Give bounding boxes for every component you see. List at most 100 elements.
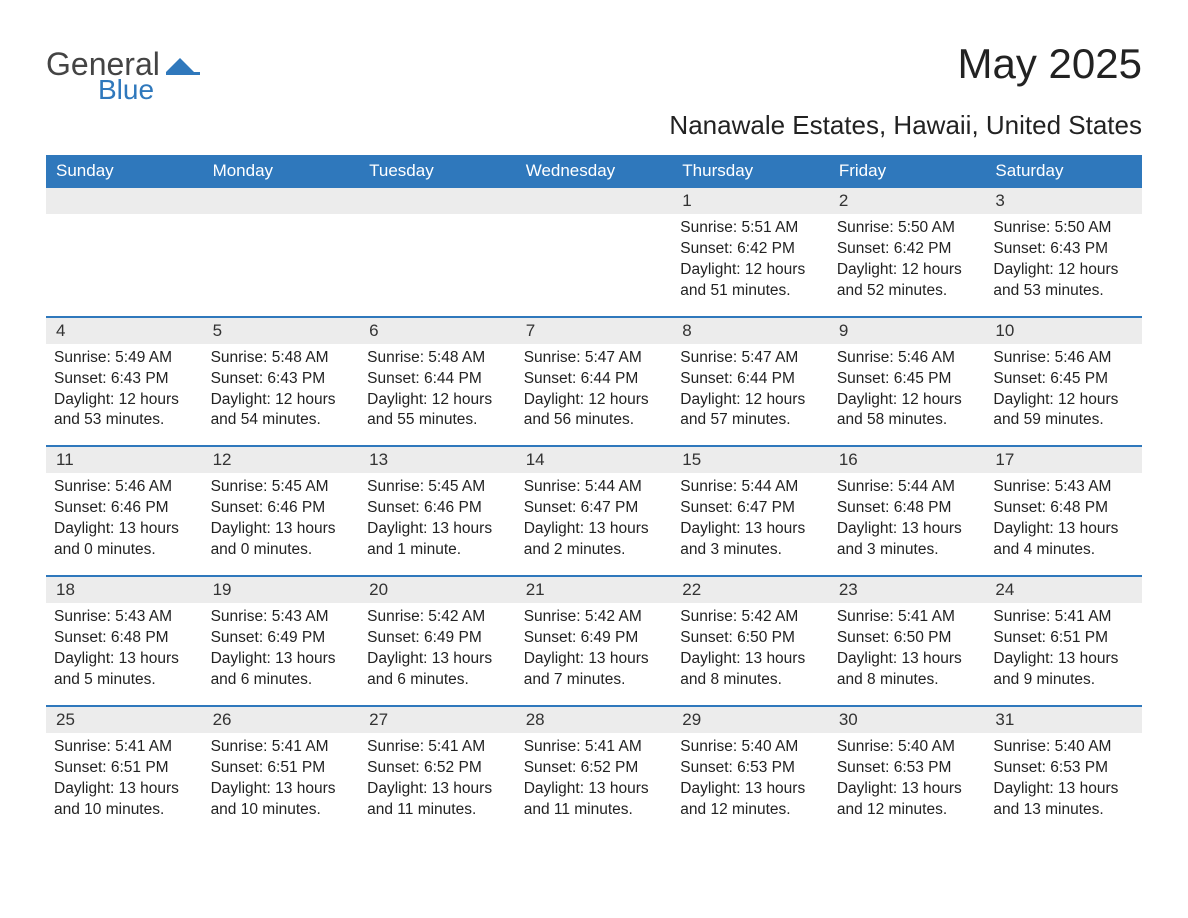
day-number-row: 6 — [359, 318, 516, 344]
day-number: 16 — [831, 450, 858, 469]
day-number: 8 — [674, 321, 691, 340]
daylight-line: Daylight: 13 hours and 6 minutes. — [211, 649, 352, 691]
day-number: 11 — [48, 450, 74, 469]
daylight-line: Daylight: 13 hours and 12 minutes. — [837, 779, 978, 821]
day-number: 15 — [674, 450, 701, 469]
sunset-line: Sunset: 6:42 PM — [680, 239, 821, 260]
daylight-line: Daylight: 12 hours and 52 minutes. — [837, 260, 978, 302]
day-number-row: 17 — [985, 447, 1142, 473]
day-number-row: 24 — [985, 577, 1142, 603]
daylight-line: Daylight: 12 hours and 51 minutes. — [680, 260, 821, 302]
sunset-line: Sunset: 6:51 PM — [993, 628, 1134, 649]
day-number: 1 — [674, 191, 691, 210]
daylight-line: Daylight: 13 hours and 10 minutes. — [211, 779, 352, 821]
sunrise-line: Sunrise: 5:45 AM — [367, 477, 508, 498]
sunrise-line: Sunrise: 5:40 AM — [680, 737, 821, 758]
sunrise-line: Sunrise: 5:41 AM — [367, 737, 508, 758]
sunrise-line: Sunrise: 5:43 AM — [993, 477, 1134, 498]
daylight-line: Daylight: 13 hours and 0 minutes. — [211, 519, 352, 561]
day-info: Sunrise: 5:42 AMSunset: 6:49 PMDaylight:… — [524, 607, 665, 691]
weekday-header-cell: Friday — [829, 155, 986, 188]
daylight-line: Daylight: 13 hours and 13 minutes. — [993, 779, 1134, 821]
day-number-row: 7 — [516, 318, 673, 344]
calendar-cell: 8 Sunrise: 5:47 AMSunset: 6:44 PMDaylight… — [672, 318, 829, 446]
day-number-row: 21 — [516, 577, 673, 603]
day-info: Sunrise: 5:41 AMSunset: 6:51 PMDaylight:… — [993, 607, 1134, 691]
day-number: 5 — [205, 321, 222, 340]
calendar-cell: 19Sunrise: 5:43 AMSunset: 6:49 PMDayligh… — [203, 577, 360, 705]
day-number-row: 25 — [46, 707, 203, 733]
calendar-cell: 24 Sunrise: 5:41 AMSunset: 6:51 PMDayligh… — [985, 577, 1142, 705]
page-title: May 2025 — [958, 40, 1142, 88]
day-info: Sunrise: 5:40 AMSunset: 6:53 PMDaylight:… — [837, 737, 978, 821]
daylight-line: Daylight: 12 hours and 53 minutes. — [54, 390, 195, 432]
daylight-line: Daylight: 13 hours and 12 minutes. — [680, 779, 821, 821]
day-info: Sunrise: 5:48 AMSunset: 6:44 PMDaylight:… — [367, 348, 508, 432]
day-info: Sunrise: 5:41 AMSunset: 6:51 PMDaylight:… — [54, 737, 195, 821]
calendar-cell: 28Sunrise: 5:41 AMSunset: 6:52 PMDayligh… — [516, 707, 673, 835]
sunset-line: Sunset: 6:49 PM — [367, 628, 508, 649]
day-number: 27 — [361, 710, 388, 729]
day-number: 31 — [987, 710, 1014, 729]
calendar-cell: 14Sunrise: 5:44 AMSunset: 6:47 PMDayligh… — [516, 447, 673, 575]
calendar-cell: 23Sunrise: 5:41 AMSunset: 6:50 PMDayligh… — [829, 577, 986, 705]
day-number: 7 — [518, 321, 535, 340]
day-number-row: 23 — [829, 577, 986, 603]
calendar-cell — [359, 188, 516, 316]
daylight-line: Daylight: 12 hours and 54 minutes. — [211, 390, 352, 432]
day-number-row: 3 — [985, 188, 1142, 214]
sunset-line: Sunset: 6:50 PM — [680, 628, 821, 649]
sunrise-line: Sunrise: 5:41 AM — [837, 607, 978, 628]
sunrise-line: Sunrise: 5:41 AM — [211, 737, 352, 758]
sunset-line: Sunset: 6:51 PM — [54, 758, 195, 779]
sunrise-line: Sunrise: 5:45 AM — [211, 477, 352, 498]
day-number-row: 8 — [672, 318, 829, 344]
sunrise-line: Sunrise: 5:40 AM — [837, 737, 978, 758]
calendar-cell: 5Sunrise: 5:48 AMSunset: 6:43 PMDaylight… — [203, 318, 360, 446]
calendar-week: 11 Sunrise: 5:46 AM Sunset: 6:46 PM Dayligh… — [46, 445, 1142, 575]
daylight-line: Daylight: 13 hours and 4 minutes. — [993, 519, 1134, 561]
day-info: Sunrise: 5:40 AMSunset: 6:53 PMDaylight:… — [993, 737, 1134, 821]
sunrise-line: Sunrise: 5:51 AM — [680, 218, 821, 239]
sunset-line: Sunset: 6:45 PM — [837, 369, 978, 390]
calendar-week: 25Sunrise: 5:41 AMSunset: 6:51 PMDayligh… — [46, 705, 1142, 835]
sunset-line: Sunset: 6:43 PM — [993, 239, 1134, 260]
calendar-cell: 17Sunrise: 5:43 AMSunset: 6:48 PMDayligh… — [985, 447, 1142, 575]
sunset-line: Sunset: 6:53 PM — [680, 758, 821, 779]
day-number: 23 — [831, 580, 858, 599]
day-number-row: 20 — [359, 577, 516, 603]
sunrise-line: Sunrise: 5:46 AM — [54, 477, 195, 498]
daylight-line: Daylight: 12 hours and 57 minutes. — [680, 390, 821, 432]
day-number-row: 30 — [829, 707, 986, 733]
calendar-cell: 21 Sunrise: 5:42 AMSunset: 6:49 PMDayligh… — [516, 577, 673, 705]
calendar-cell: 1 Sunrise: 5:51 AMSunset: 6:42 PMDaylight… — [672, 188, 829, 316]
weekday-header-cell: Wednesday — [516, 155, 673, 188]
flag-icon — [166, 54, 200, 78]
day-info: Sunrise: 5:40 AMSunset: 6:53 PMDaylight:… — [680, 737, 821, 821]
day-number-row: 18 — [46, 577, 203, 603]
day-info: Sunrise: 5:51 AMSunset: 6:42 PMDaylight:… — [680, 218, 821, 302]
sunrise-line: Sunrise: 5:42 AM — [367, 607, 508, 628]
day-info: Sunrise: 5:50 AMSunset: 6:43 PMDaylight:… — [993, 218, 1134, 302]
day-number: 19 — [205, 580, 232, 599]
calendar-cell: 7Sunrise: 5:47 AMSunset: 6:44 PMDaylight… — [516, 318, 673, 446]
day-number: 13 — [361, 450, 388, 469]
calendar-cell: 31 Sunrise: 5:40 AMSunset: 6:53 PMDayligh… — [985, 707, 1142, 835]
weekday-header-cell: Tuesday — [359, 155, 516, 188]
day-info: Sunrise: 5:42 AMSunset: 6:50 PMDaylight:… — [680, 607, 821, 691]
sunrise-line: Sunrise: 5:43 AM — [54, 607, 195, 628]
sunset-line: Sunset: 6:46 PM — [367, 498, 508, 519]
day-number-row: 26 — [203, 707, 360, 733]
daylight-line: Daylight: 13 hours and 11 minutes. — [367, 779, 508, 821]
calendar-cell: 2Sunrise: 5:50 AMSunset: 6:42 PMDaylight… — [829, 188, 986, 316]
day-info: Sunrise: 5:44 AMSunset: 6:48 PMDaylight:… — [837, 477, 978, 561]
day-number-row: 16 — [829, 447, 986, 473]
day-info: Sunrise: 5:47 AMSunset: 6:44 PMDaylight:… — [680, 348, 821, 432]
header-row: General Blue May 2025 — [46, 40, 1142, 104]
calendar-cell: 9Sunrise: 5:46 AMSunset: 6:45 PMDaylight… — [829, 318, 986, 446]
sunset-line: Sunset: 6:44 PM — [680, 369, 821, 390]
sunset-line: Sunset: 6:47 PM — [524, 498, 665, 519]
day-number: 18 — [48, 580, 75, 599]
day-number-row: 15 — [672, 447, 829, 473]
sunset-line: Sunset: 6:43 PM — [211, 369, 352, 390]
